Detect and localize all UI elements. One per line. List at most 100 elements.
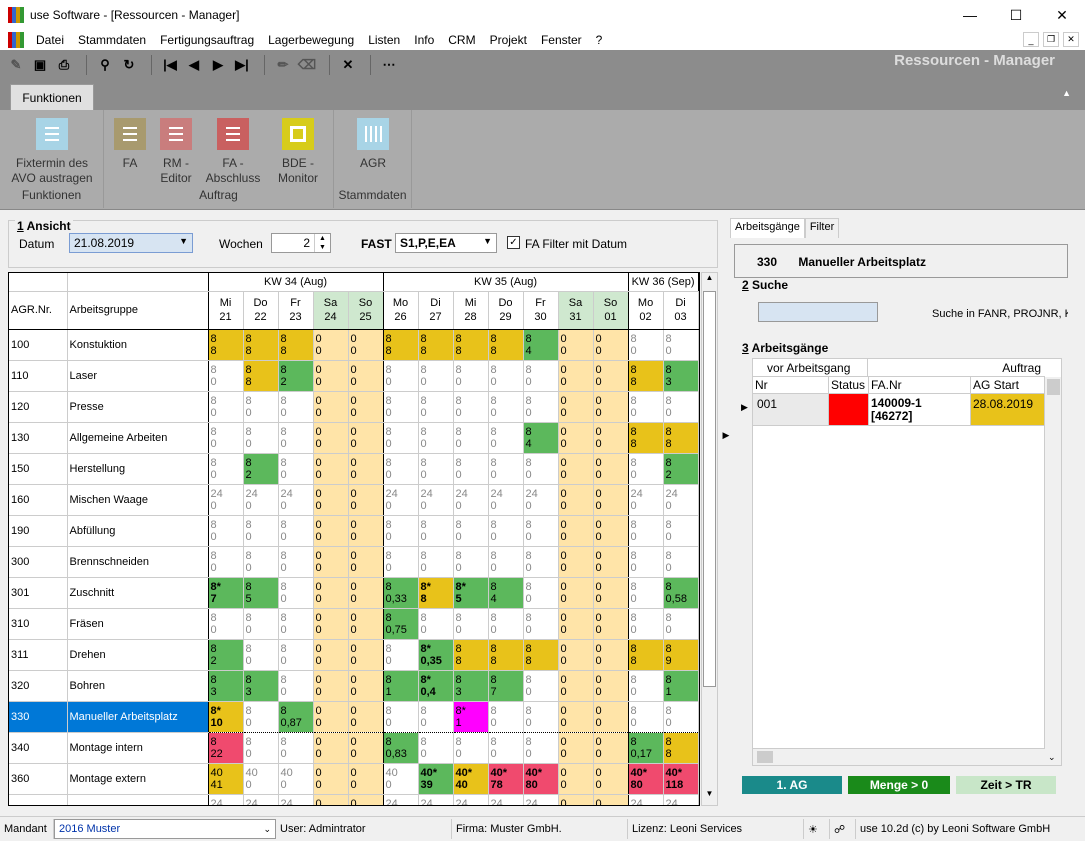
grid-row[interactable]: 190 Abfüllung 8 0 8 0 8 0 0 0 0 0 8 0 8 0 8 0 8 0 8 0 0 0 0 0 8 0 8 0 bbox=[9, 515, 699, 547]
capacity-cell[interactable]: 8 0,83 bbox=[383, 732, 419, 764]
capacity-cell[interactable]: 00 bbox=[558, 794, 594, 805]
grid-row[interactable]: 320 Bohren 8 3 8 3 8 0 0 0 0 0 8 1 8* 0,4 8 3 8 7 8 0 0 0 0 0 8 0 8 1 bbox=[9, 670, 699, 702]
scroll-down-icon[interactable]: ▼ bbox=[705, 789, 714, 798]
more-icon[interactable]: ⋯ bbox=[382, 57, 396, 72]
grid-row[interactable]: 100 Konstuktion 8 8 8 8 8 8 0 0 0 0 8 8 8 8 8 8 8 8 8 4 0 0 0 0 8 0… bbox=[9, 329, 699, 361]
capacity-cell[interactable]: 8 0,75 bbox=[383, 608, 419, 640]
capacity-cell[interactable]: 240 bbox=[383, 794, 419, 805]
capacity-cell[interactable]: 40 0 bbox=[243, 763, 279, 795]
day-header[interactable]: Di 03 bbox=[663, 291, 699, 330]
menu-fertigungsauftrag[interactable]: Fertigungsauftrag bbox=[160, 33, 255, 47]
capacity-cell[interactable]: 8* 10 bbox=[208, 700, 244, 733]
ag-vscroll[interactable]: ⌄ bbox=[1044, 377, 1061, 765]
day-header[interactable]: Sa 24 bbox=[313, 291, 349, 330]
ag-hscroll[interactable] bbox=[753, 748, 1045, 765]
capacity-cell[interactable]: 40* 39 bbox=[418, 763, 454, 795]
capacity-cell[interactable]: 8* 0,4 bbox=[418, 670, 454, 702]
grid-row[interactable]: 300 Brennschneiden 8 0 8 0 8 0 0 0 0 0 8 0 8 0 8 0 8 0 8 0 0 0 0… bbox=[9, 546, 699, 578]
grid-row[interactable]: 150 Herstellung 8 0 8 2 8 0 0 0 0 0 8 0 8 0 8 0 8 0 8 0 0 0 0 0 8 0… bbox=[9, 453, 699, 485]
bde-monitor-button[interactable]: BDE - Monitor bbox=[268, 118, 328, 186]
menu-fenster[interactable]: Fenster bbox=[540, 33, 582, 47]
col-nr[interactable]: Nr bbox=[753, 377, 829, 393]
print-icon[interactable]: ⎙ bbox=[58, 57, 70, 72]
day-header[interactable]: Fr 23 bbox=[278, 291, 314, 330]
menu-help[interactable]: ? bbox=[595, 33, 603, 47]
connection-icon[interactable]: ☍ bbox=[830, 819, 856, 839]
scroll-thumb[interactable] bbox=[703, 291, 716, 687]
capacity-cell[interactable]: 8 0,17 bbox=[628, 732, 664, 764]
grid-row[interactable]: 330 Manueller Arbeitsplatz 8* 10 8 0 8 0,87 0 0 0 0… bbox=[9, 700, 699, 733]
day-header[interactable]: Fr 30 bbox=[523, 291, 559, 330]
day-header[interactable]: So 25 bbox=[348, 291, 384, 330]
capacity-cell[interactable]: 240 bbox=[523, 794, 559, 805]
next-icon[interactable]: ▶ bbox=[213, 57, 223, 72]
capacity-cell[interactable]: 240 bbox=[488, 794, 524, 805]
menu-crm[interactable]: CRM bbox=[448, 33, 476, 47]
day-header[interactable]: Sa 31 bbox=[558, 291, 594, 330]
day-header[interactable]: Di 27 bbox=[418, 291, 454, 330]
scroll-up-icon[interactable]: ▲ bbox=[705, 273, 714, 282]
fixtermin-button[interactable]: Fixtermin des AVO austragen bbox=[4, 118, 100, 186]
grid-row[interactable]: 110 Laser 8 0 8 8 8 2 0 0 0 0 8 0 8 0 8 0 8 0 8 0 0 0 0 0 8 8 8 3 bbox=[9, 360, 699, 392]
tab-filter[interactable]: Filter bbox=[804, 218, 840, 238]
capacity-cell[interactable]: 8 22 bbox=[208, 732, 244, 764]
capacity-cell[interactable]: 40 41 bbox=[208, 763, 244, 795]
capacity-cell[interactable]: 00 bbox=[593, 794, 629, 805]
capacity-cell[interactable]: 40 0 bbox=[383, 763, 419, 795]
menu-listen[interactable]: Listen bbox=[368, 33, 401, 47]
fa-filter-checkbox[interactable]: ✓ bbox=[507, 236, 520, 249]
